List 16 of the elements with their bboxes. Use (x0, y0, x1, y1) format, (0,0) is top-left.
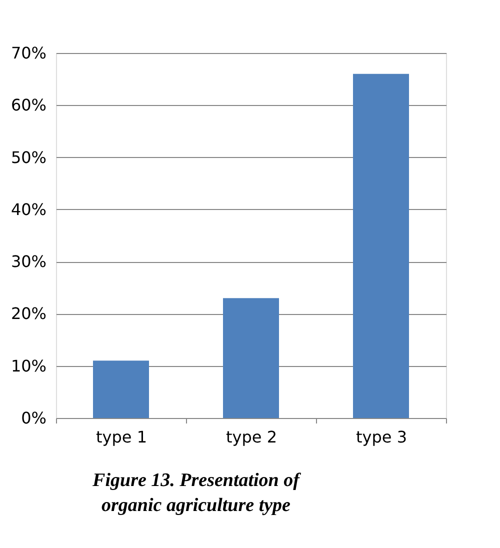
y-tick-label: 50% (10, 148, 46, 167)
y-tick-label: 20% (10, 304, 46, 324)
y-tick-label: 30% (10, 252, 46, 272)
x-tick-label: type 2 (226, 428, 278, 446)
y-tick-label: 40% (10, 200, 46, 219)
y-tick-label: 60% (10, 96, 46, 115)
caption: Figure 13. Presentation of (92, 470, 302, 491)
y-tick-label: 70% (10, 44, 46, 62)
bar (353, 74, 409, 418)
text: organic agriculture type (102, 495, 292, 516)
x-tick-label: type 3 (356, 428, 408, 446)
y-tick-label: 10% (10, 356, 46, 376)
bar (93, 360, 149, 418)
y-tick-label: 0% (21, 408, 46, 428)
x-tick-label: type 1 (96, 428, 148, 446)
bar (223, 298, 279, 418)
